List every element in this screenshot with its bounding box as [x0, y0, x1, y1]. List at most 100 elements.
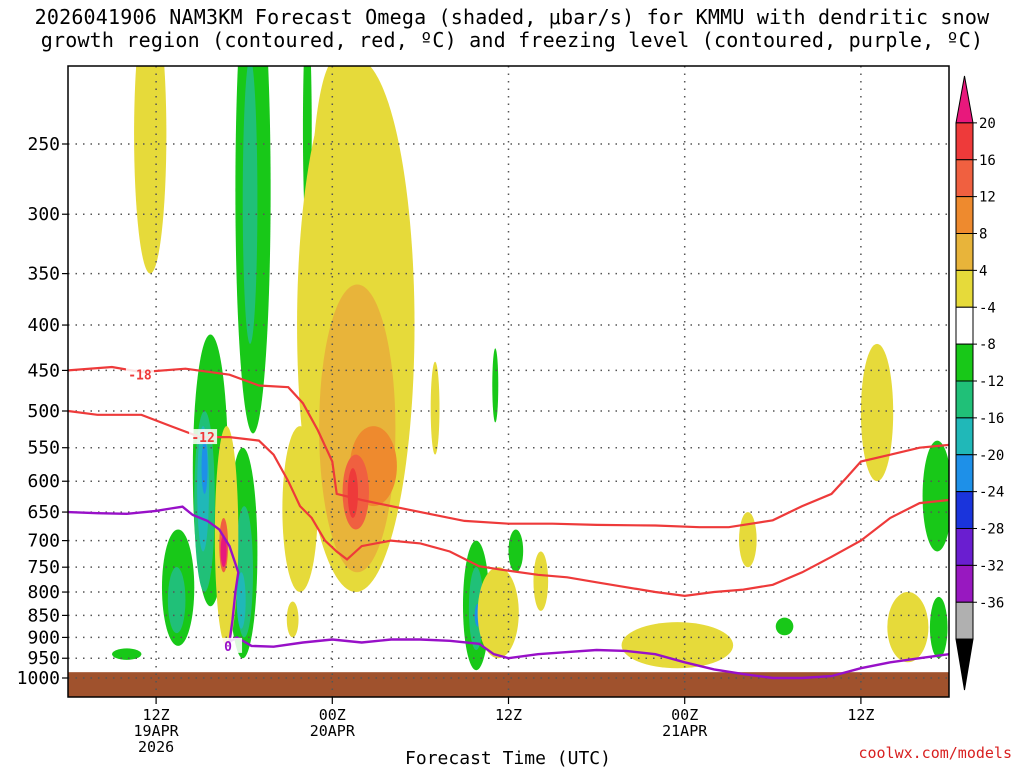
dgz-contour-label-bg: [189, 429, 218, 445]
colorbar-swatch: [955, 528, 974, 566]
colorbar-tick-label: -28: [979, 522, 1004, 538]
colorbar-tick-label: 12: [979, 190, 996, 206]
omega-region-sinking: [430, 361, 440, 455]
colorbar-tick-label: -24: [979, 485, 1004, 501]
omega-region-rising: [508, 529, 524, 573]
omega-region-sinking: [860, 343, 894, 482]
colorbar-tick-label: -36: [979, 595, 1004, 611]
y-tick-label: 350: [27, 264, 60, 285]
colorbar-swatch: [955, 122, 974, 161]
y-tick-label: 450: [27, 360, 60, 381]
dgz-contour--12: [68, 409, 949, 598]
dgz-contour-label: -12: [191, 431, 214, 446]
colorbar-swatch: [955, 491, 974, 529]
omega-region-rising: [167, 567, 186, 634]
y-tick-label: 300: [27, 204, 60, 225]
x-tick-label: 12Z: [847, 706, 874, 724]
colorbar-tick-label: -4: [979, 300, 996, 316]
colorbar-swatch: [955, 454, 974, 493]
colorbar-tick-label: -12: [979, 374, 1004, 390]
y-tick-label: 250: [27, 134, 60, 155]
y-tick-label: 850: [27, 605, 60, 626]
colorbar-tick-label: 20: [979, 116, 996, 132]
colorbar-tick-label: -32: [979, 558, 1004, 574]
omega-region-sinking: [621, 622, 734, 669]
colorbar-bottom-arrow: [955, 638, 974, 691]
colorbar-swatch: [955, 417, 974, 456]
omega-region-sinking: [477, 567, 519, 659]
y-tick-label: 800: [27, 582, 60, 603]
watermark: coolwx.com/models: [858, 744, 1012, 762]
colorbar-swatch: [955, 306, 974, 345]
omega-region-rising: [922, 440, 949, 552]
y-tick-label: 600: [27, 471, 60, 492]
omega-region-sinking: [533, 551, 549, 611]
y-tick-label: 700: [27, 531, 60, 552]
y-tick-label: 900: [27, 627, 60, 648]
y-tick-label: 1000: [17, 668, 60, 689]
omega-region-sinking: [220, 535, 227, 568]
colorbar-swatch: [955, 564, 974, 603]
x-tick-label: 12Z: [143, 706, 170, 724]
dgz-contour--18: [68, 365, 949, 529]
x-tick-label: 2026: [138, 738, 174, 756]
x-tick-label: 00Z: [671, 706, 698, 724]
omega-region-rising: [929, 596, 948, 659]
colorbar: 20 16 12 8 4 -4 -8 -12 -16 -20 -24 -28 -32 -36: [955, 75, 1004, 691]
colorbar-tick-label: 16: [979, 153, 996, 169]
omega-region-sinking: [347, 468, 358, 518]
omega-region-sinking: [282, 426, 318, 593]
x-axis-label: Forecast Time (UTC): [405, 748, 611, 768]
x-tick-label: 21APR: [662, 722, 708, 740]
colorbar-tick-label: -20: [979, 448, 1004, 464]
colorbar-tick-label: 4: [979, 263, 987, 279]
y-tick-label: 750: [27, 557, 60, 578]
colorbar-swatch: [955, 159, 974, 198]
omega-region-rising: [201, 440, 208, 494]
colorbar-tick-label: -8: [979, 337, 996, 353]
y-tick-label: 400: [27, 315, 60, 336]
x-tick-label: 12Z: [495, 706, 522, 724]
y-axis: 2503003504004505005506006507007508008509…: [17, 134, 68, 689]
colorbar-tick-label: 8: [979, 227, 987, 243]
omega-region-rising: [242, 66, 258, 344]
chart-title-line-1: 2026041906 NAM3KM Forecast Omega (shaded…: [34, 5, 990, 29]
freezing-level-contour: [68, 505, 949, 680]
grid-lines: [68, 66, 949, 697]
colorbar-swatch: [955, 343, 974, 382]
omega-region-sinking: [134, 66, 167, 274]
omega-region-rising: [112, 648, 142, 660]
freezing-level-label: 0: [224, 640, 232, 655]
omega-region-sinking: [286, 601, 299, 638]
dgz-contour-label: -18: [128, 369, 152, 384]
colorbar-swatch: [955, 196, 974, 234]
colorbar-swatch: [955, 601, 974, 640]
omega-shading: [112, 66, 949, 671]
omega-region-rising: [492, 348, 499, 423]
y-tick-label: 550: [27, 438, 60, 459]
omega-region-rising: [236, 572, 246, 629]
dgz-contour-label-bg: [125, 366, 154, 382]
y-tick-label: 950: [27, 648, 60, 669]
y-tick-label: 500: [27, 401, 60, 422]
x-tick-label: 00Z: [319, 706, 346, 724]
y-tick-label: 650: [27, 502, 60, 523]
x-tick-label: 20APR: [310, 722, 356, 740]
colorbar-swatch: [955, 233, 974, 271]
colorbar-top-arrow: [955, 75, 974, 124]
contour-lines: -18 -12 0: [68, 365, 949, 680]
chart-title-line-2: growth region (contoured, red, ºC) and f…: [40, 28, 984, 52]
terrain-fill: [68, 672, 949, 697]
colorbar-tick-label: -16: [979, 411, 1004, 427]
colorbar-swatch: [955, 269, 974, 308]
freezing-level-label-bg: [214, 637, 243, 653]
chart-title: 2026041906 NAM3KM Forecast Omega (shaded…: [0, 6, 1024, 52]
omega-region-rising: [775, 617, 794, 636]
x-tick-label: 19APR: [134, 722, 180, 740]
terrain-ground: [68, 672, 949, 697]
omega-region-sinking: [887, 592, 929, 663]
omega-region-sinking: [739, 512, 757, 568]
colorbar-swatch: [955, 380, 974, 419]
